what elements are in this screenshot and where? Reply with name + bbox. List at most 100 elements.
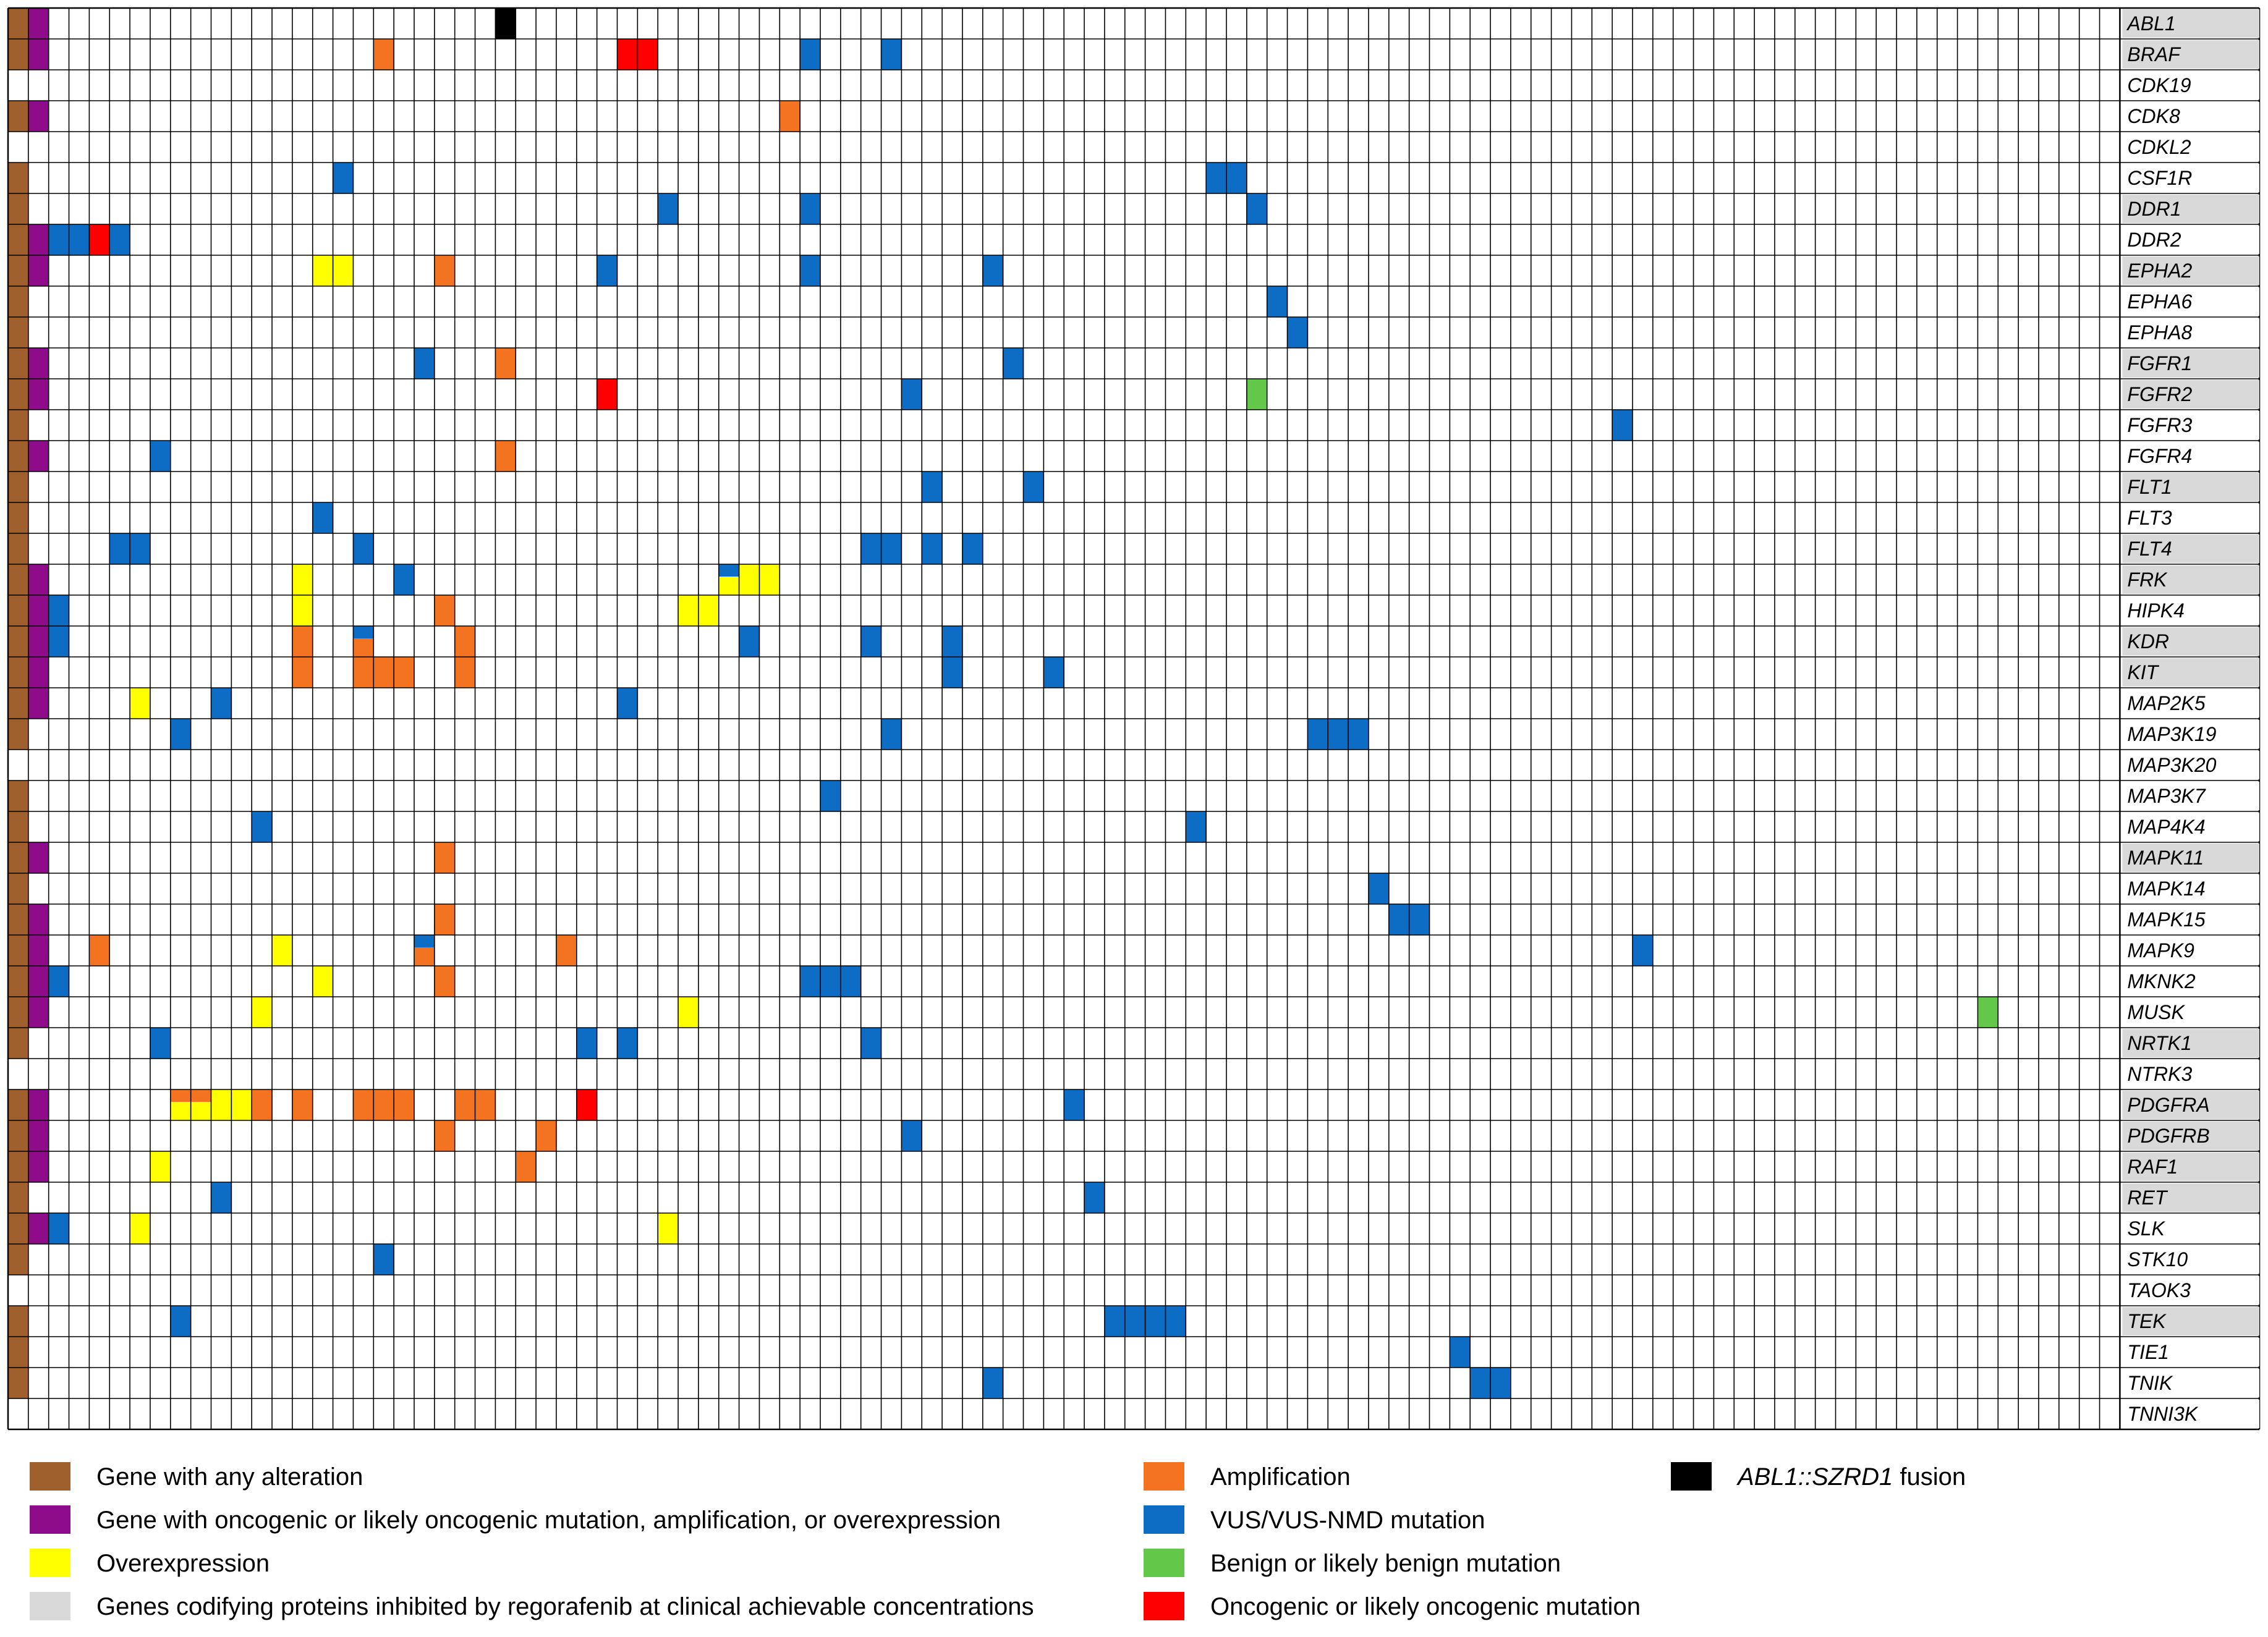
gene-label-box-mapk11: [2122, 844, 2259, 872]
gene-label-cdk19: CDK19: [2127, 74, 2191, 96]
cell-fgfr1-s19-vus-mutation: [414, 348, 435, 379]
cell-flt3-s14-vus-mutation: [312, 502, 333, 533]
gene-label-mapk11: MAPK11: [2127, 847, 2204, 869]
gene-label-fgfr1: FGFR1: [2127, 352, 2192, 374]
gene-label-map3k19: MAP3K19: [2127, 723, 2216, 745]
cell-raf1-s24-amplification: [516, 1151, 537, 1182]
gene-label-abl1: ABL1: [2126, 12, 2175, 35]
legend-label-amplification: Amplification: [1210, 1463, 1351, 1491]
cell-tek-s54-vus-mutation: [1124, 1306, 1145, 1337]
cell-musk-s11-overexpression: [252, 997, 273, 1028]
gene-label-ddr1: DDR1: [2127, 198, 2181, 220]
gene-label-ddr2: DDR2: [2127, 229, 2181, 251]
cell-hipk4-s32-overexpression: [678, 595, 699, 626]
cell-kit-s17-amplification: [373, 657, 394, 688]
cell-map2k5-s9-vus-mutation: [211, 688, 232, 719]
cell-flt4-s41-vus-mutation: [860, 533, 881, 564]
gene-label-flt1: FLT1: [2127, 476, 2172, 498]
cell-mapk9-s79-vus-mutation: [1633, 935, 1653, 966]
any-alteration-cell-fgfr2: [8, 379, 28, 410]
cell-kit-s50-vus-mutation: [1043, 657, 1064, 688]
legend-label-regorafenib: Genes codifying proteins inhibited by re…: [96, 1593, 1034, 1620]
cell-csf1r-s58-vus-mutation: [1206, 163, 1226, 193]
legend-label-overexpression: Overexpression: [96, 1550, 270, 1577]
gene-label-tnik: TNIK: [2127, 1372, 2173, 1394]
gene-label-box-fgfr4: [2122, 442, 2259, 470]
cell-ddr1-s38-vus-mutation: [800, 193, 820, 224]
cell-pdgfra-s51-vus-mutation: [1064, 1089, 1085, 1120]
cell-pdgfra-s10-overexpression: [231, 1089, 252, 1120]
cell-mknk2-s1-vus-mutation: [48, 966, 69, 997]
cell-mapk9-s3-amplification: [89, 935, 110, 966]
cell-braf-s30-oncogenic-mutation: [637, 39, 658, 70]
gene-label-box-mapk9: [2122, 936, 2259, 965]
gene-label-box-epha8: [2122, 318, 2259, 347]
cell-pdgfra-s16-amplification: [353, 1089, 374, 1120]
grid-lines: [7, 7, 2261, 1431]
gene-label-box-kit: [2122, 658, 2259, 687]
any-alteration-cell-ddr2: [8, 224, 28, 255]
gene-label-box-map3k7: [2122, 782, 2259, 810]
gene-label-box-ddr2: [2122, 226, 2259, 254]
cell-epha2-s47-vus-mutation: [982, 255, 1003, 286]
gene-label-box-cdkl2: [2122, 133, 2259, 161]
cell-pdgfra-s8-overexpression: [190, 1102, 211, 1120]
cell-ret-s9-vus-mutation: [211, 1182, 232, 1213]
cell-mknk2-s38-vus-mutation: [800, 966, 820, 997]
gene-label-box-frk: [2122, 565, 2259, 594]
gene-label-box-tnni3k: [2122, 1400, 2259, 1428]
gene-label-flt3: FLT3: [2127, 507, 2172, 529]
oncogenic-gene-cell-fgfr1: [28, 348, 49, 379]
cell-fgfr2-s28-oncogenic-mutation: [597, 379, 618, 410]
gene-label-cdkl2: CDKL2: [2127, 136, 2191, 158]
gene-label-csf1r: CSF1R: [2127, 167, 2192, 189]
oncogenic-gene-cell-musk: [28, 997, 49, 1028]
any-alteration-cell-epha8: [8, 317, 28, 348]
cell-tnik-s71-vus-mutation: [1470, 1368, 1491, 1398]
any-alteration-cell-ddr1: [8, 193, 28, 224]
gene-label-box-flt3: [2122, 504, 2259, 532]
cell-frk-s18-vus-mutation: [394, 564, 414, 595]
any-alteration-cell-csf1r: [8, 163, 28, 193]
legend-label-oncogenic-gene: Gene with oncogenic or likely oncogenic …: [96, 1507, 1001, 1534]
gene-label-musk: MUSK: [2127, 1001, 2185, 1023]
cell-frk-s36-overexpression: [759, 564, 780, 595]
any-alteration-cell-braf: [8, 39, 28, 70]
cell-nrtk1-s27-vus-mutation: [576, 1028, 597, 1059]
cell-ddr2-s2-vus-mutation: [69, 224, 90, 255]
any-alteration-cell-mapk11: [8, 842, 28, 873]
gene-label-box-braf: [2122, 40, 2259, 69]
oncogenic-gene-cell-ddr2: [28, 224, 49, 255]
legend-swatch-oncogenic-mutation: [1144, 1592, 1184, 1620]
oncogenic-gene-cell-fgfr4: [28, 441, 49, 472]
cell-hipk4-s33-overexpression: [698, 595, 719, 626]
gene-label-mapk9: MAPK9: [2127, 939, 2194, 962]
legend-swatch-benign-mutation: [1144, 1549, 1184, 1577]
gene-label-box-map4k4: [2122, 813, 2259, 841]
gene-label-box-tek: [2122, 1307, 2259, 1335]
cell-flt4-s5-vus-mutation: [130, 533, 150, 564]
legend-swatch-vus-mutation: [1144, 1505, 1184, 1534]
gene-label-flt4: FLT4: [2127, 538, 2172, 560]
cell-kit-s13-amplification: [292, 657, 313, 688]
cell-flt4-s46-vus-mutation: [962, 533, 983, 564]
cell-frk-s34-overexpression: [718, 577, 739, 595]
gene-label-box-nrtk1: [2122, 1029, 2259, 1057]
legend-label-vus-mutation: VUS/VUS-NMD mutation: [1210, 1507, 1485, 1534]
any-alteration-cell-fgfr1: [8, 348, 28, 379]
cell-tek-s55-vus-mutation: [1145, 1306, 1166, 1337]
cell-fgfr4-s6-vus-mutation: [150, 441, 171, 472]
oncogenic-gene-cell-fgfr2: [28, 379, 49, 410]
any-alteration-cell-tie1: [8, 1337, 28, 1368]
gene-label-box-epha6: [2122, 287, 2259, 316]
cell-slk-s31-overexpression: [658, 1213, 679, 1244]
cell-hipk4-s1-vus-mutation: [48, 595, 69, 626]
cell-kdr-s1-vus-mutation: [48, 626, 69, 657]
any-alteration-cell-pdgfrb: [8, 1120, 28, 1151]
oncogenic-gene-cell-pdgfra: [28, 1089, 49, 1120]
any-alteration-cell-mapk14: [8, 873, 28, 904]
cell-flt4-s44-vus-mutation: [922, 533, 943, 564]
gene-label-box-flt4: [2122, 535, 2259, 563]
cell-ddr1-s31-vus-mutation: [658, 193, 679, 224]
cell-mapk14-s66-vus-mutation: [1368, 873, 1389, 904]
